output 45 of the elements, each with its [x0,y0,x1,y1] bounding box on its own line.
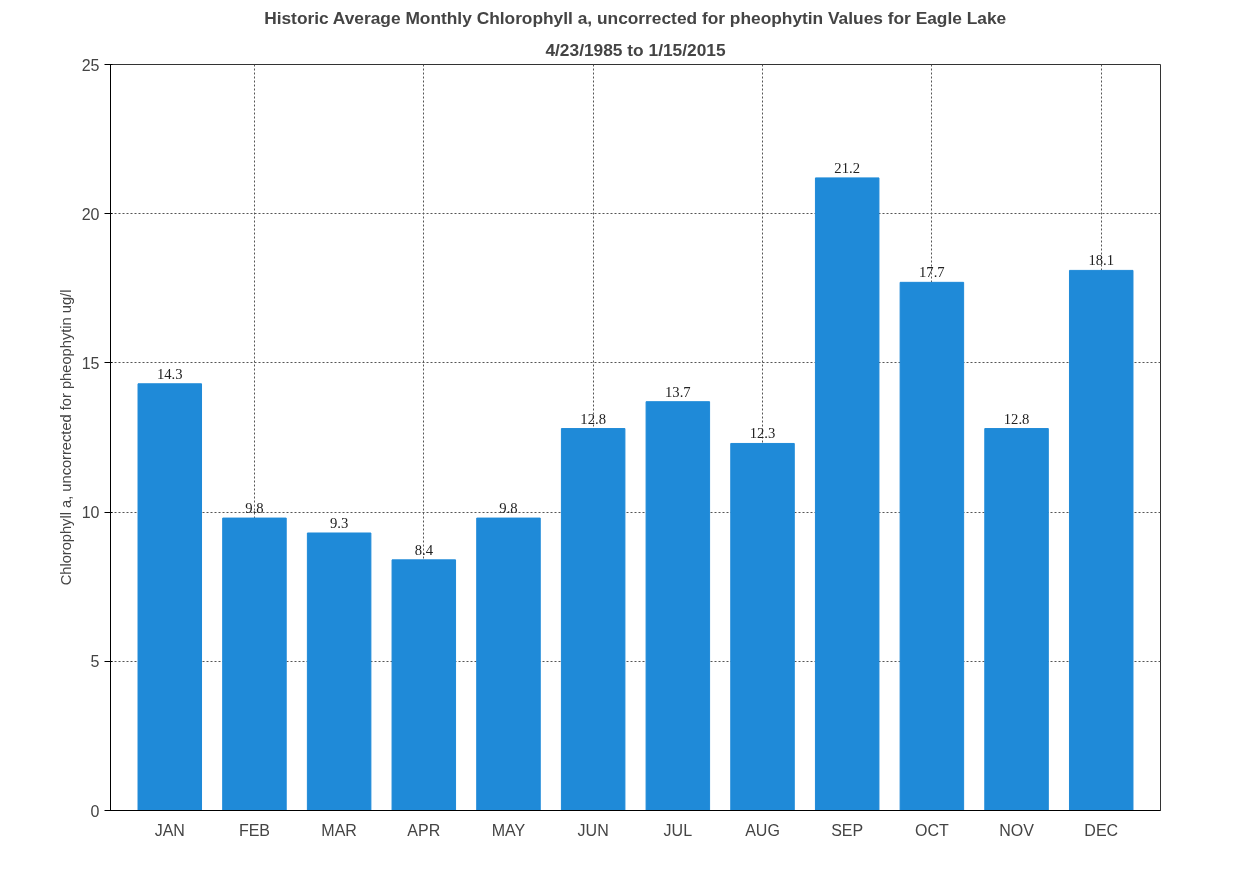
bar [391,559,457,811]
data-label: 14.3 [156,365,183,382]
x-tick-label: OCT [914,821,949,839]
chart-subtitle: 4/23/1985 to 1/15/2015 [545,39,726,60]
data-label: 9.8 [245,500,264,517]
y-tick-label: 20 [81,205,100,223]
bar [137,383,203,811]
x-tick-label: JUL [663,821,693,839]
y-tick-label: 5 [90,653,100,671]
data-label: 18.1 [1088,252,1115,269]
y-tick-label: 25 [81,56,100,74]
x-tick-label: MAY [491,821,526,839]
x-tick-label: AUG [745,821,780,839]
bar [306,532,372,811]
data-label: 12.8 [1003,410,1030,427]
data-label: 12.3 [749,425,776,442]
data-label: 12.8 [580,410,606,427]
data-label: 8.4 [414,541,434,558]
x-tick-label: SEP [831,821,864,839]
y-tick-label: 0 [90,802,100,820]
bar [814,177,880,811]
x-tick-label: NOV [999,821,1035,839]
bar [984,428,1049,811]
bar [645,401,711,811]
y-axis-title: Chlorophyll a, uncorrected for pheophytin ug/l [57,289,74,586]
bar [476,517,541,811]
bar [730,442,795,811]
x-tick-label: APR [407,821,441,839]
data-label: 9.3 [329,514,349,531]
data-label: 21.2 [834,159,861,176]
y-tick-label: 10 [81,504,100,522]
x-tick-label: FEB [238,821,271,839]
x-tick-label: MAR [321,821,357,839]
bar [899,281,965,811]
x-tick-label: DEC [1084,821,1119,839]
data-label: 17.7 [919,264,945,281]
x-tick-label: JAN [154,821,185,839]
data-label: 13.7 [665,383,691,400]
bar [1068,269,1134,811]
x-tick-label: JUN [577,821,609,839]
y-tick-label: 15 [81,354,100,372]
chart-title: Historic Average Monthly Chlorophyll a, uncorrected for pheophytin Values for Eagle Lake [264,7,1007,28]
bar [560,428,626,811]
bar [222,517,287,811]
data-label: 9.8 [499,500,518,517]
